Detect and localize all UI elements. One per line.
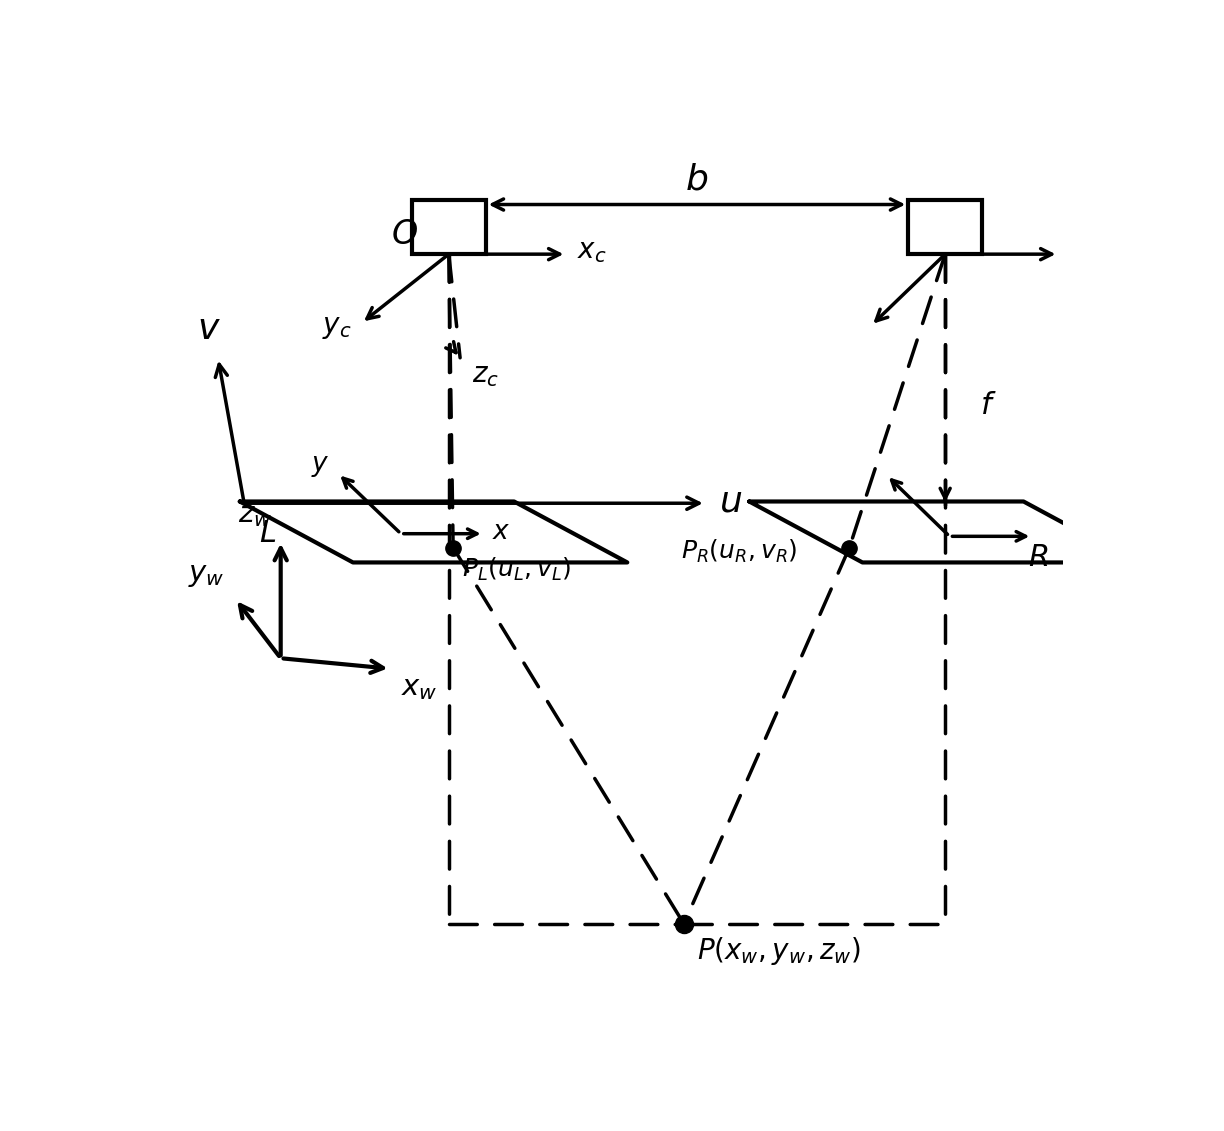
Text: $R$: $R$ [1028,542,1049,572]
Text: $P(x_w, y_w, z_w)$: $P(x_w, y_w, z_w)$ [696,935,860,967]
Text: $x_w$: $x_w$ [401,674,437,702]
Text: $f$: $f$ [980,390,996,421]
Text: $y_c$: $y_c$ [322,313,351,340]
Text: $x_c$: $x_c$ [577,238,606,265]
Text: $b$: $b$ [685,162,709,197]
Text: $P_R(u_R, v_R)$: $P_R(u_R, v_R)$ [681,537,797,564]
Bar [908,200,982,254]
Text: $P_L(u_L, v_L)$: $P_L(u_L, v_L)$ [461,555,572,582]
Text: $y$: $y$ [311,455,329,480]
Text: $z_w$: $z_w$ [237,501,272,529]
Text: $x$: $x$ [492,519,510,544]
Bar [411,200,486,254]
Text: $O$: $O$ [392,219,419,251]
Text: $y_w$: $y_w$ [188,561,225,588]
Text: $z_c$: $z_c$ [472,362,499,389]
Text: $L$: $L$ [259,518,277,550]
Text: $v$: $v$ [197,312,222,346]
Text: $u$: $u$ [718,484,742,518]
